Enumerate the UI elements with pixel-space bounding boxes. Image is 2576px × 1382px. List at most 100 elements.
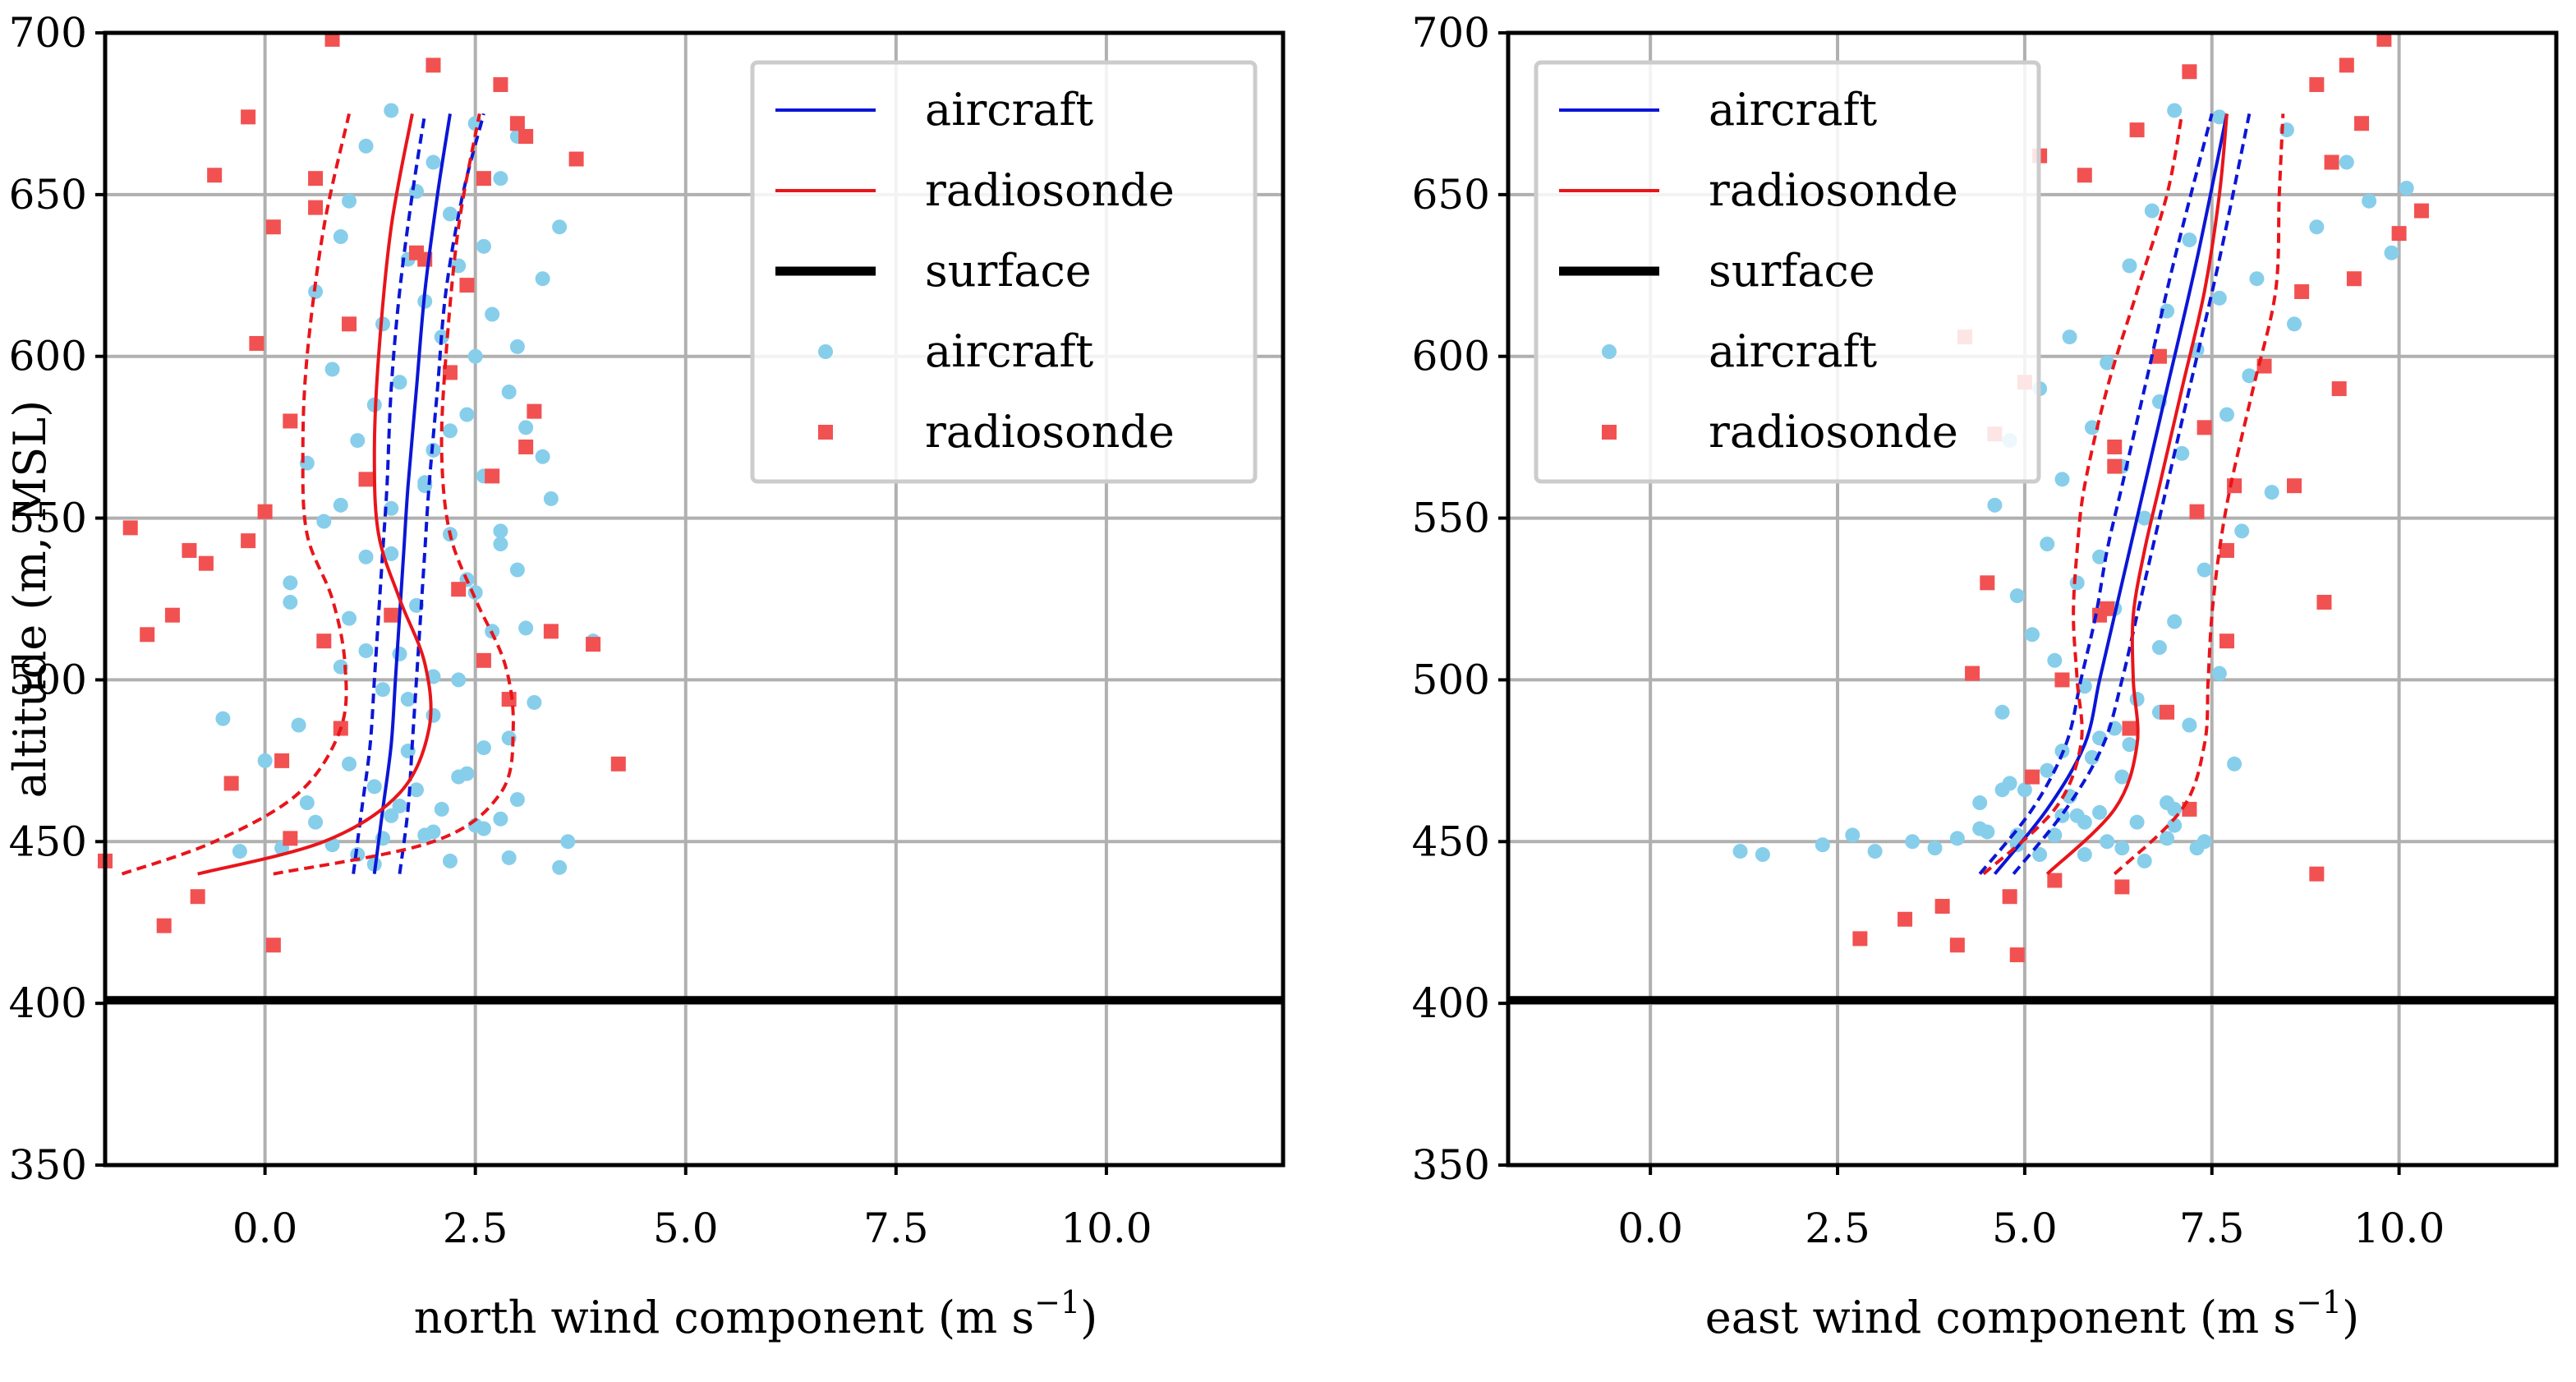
aircraft-point: [2339, 154, 2354, 170]
radiosonde-point: [190, 889, 205, 905]
y-tick-label: 400: [1412, 979, 1490, 1027]
radiosonde-point: [241, 533, 256, 549]
aircraft-point: [291, 717, 306, 733]
aircraft-point: [493, 811, 508, 827]
aircraft-point: [509, 339, 525, 354]
aircraft-point: [384, 500, 399, 516]
radiosonde-point: [2354, 116, 2370, 131]
radiosonde-point: [342, 316, 357, 332]
aircraft-fit-dashed-line: [2012, 113, 2252, 875]
radiosonde-point: [2122, 721, 2137, 736]
aircraft-point: [451, 769, 467, 785]
legend-swatch-square: [818, 425, 833, 440]
aircraft-point: [476, 740, 491, 756]
fit-curves: [1978, 113, 2285, 876]
aircraft-point: [2160, 831, 2175, 846]
radiosonde-point: [283, 413, 298, 429]
aircraft-point: [442, 853, 458, 868]
aircraft-point: [324, 362, 340, 377]
radiosonde-point: [265, 937, 281, 953]
y-tick-label: 550: [9, 495, 87, 542]
x-tick-labels: 0.0 2.5 5.0 7.5 10.0: [232, 1205, 1152, 1252]
radiosonde-point: [164, 607, 180, 623]
aircraft-point: [366, 779, 382, 795]
aircraft-point: [2249, 271, 2265, 287]
aircraft-point: [2167, 801, 2183, 817]
y-tick-label: 650: [1412, 171, 1490, 219]
y-tick-label: 350: [9, 1141, 87, 1189]
aircraft-point: [308, 814, 324, 830]
aircraft-point: [2100, 355, 2115, 371]
aircraft-point: [560, 834, 576, 850]
aircraft-point: [342, 756, 357, 772]
aircraft-point: [257, 753, 273, 768]
y-tick-label: 700: [1412, 9, 1490, 57]
radiosonde-point: [2047, 873, 2063, 888]
radiosonde-point: [283, 831, 298, 846]
x-axis-label-close: ): [2342, 1292, 2359, 1343]
aircraft-point: [2040, 537, 2055, 552]
radiosonde-point: [2287, 478, 2302, 494]
aircraft-point: [2144, 203, 2160, 219]
aircraft-point: [1987, 497, 2003, 513]
radiosonde-point: [586, 637, 601, 652]
aircraft-point: [392, 798, 407, 813]
radiosonde-point: [249, 335, 264, 351]
aircraft-point: [2309, 219, 2325, 235]
aircraft-point: [2077, 814, 2092, 830]
aircraft-fit-dashed-line: [398, 113, 485, 874]
radiosonde-point: [241, 109, 256, 125]
radiosonde-point: [2331, 381, 2347, 397]
x-tick-label: 7.5: [863, 1205, 929, 1252]
aircraft-point: [2182, 232, 2197, 247]
aircraft-point: [552, 219, 568, 235]
radiosonde-point: [2160, 704, 2175, 720]
aircraft-point: [2362, 193, 2377, 209]
radiosonde-point: [316, 633, 332, 649]
aircraft-point: [2137, 853, 2152, 868]
aircraft-fit-solid-line: [372, 113, 452, 874]
radiosonde-point: [1949, 937, 1965, 953]
radiosonde-point: [568, 151, 584, 167]
aircraft-point: [2009, 588, 2025, 604]
aircraft-point: [375, 682, 391, 698]
aircraft-point: [2047, 827, 2063, 843]
axes-box: [1506, 30, 2559, 1168]
radiosonde-point: [182, 542, 197, 558]
legend: aircraft radiosonde surface aircraft radioso…: [1534, 60, 2041, 484]
radiosonde-point: [518, 439, 534, 454]
aircraft-point: [467, 348, 483, 364]
aircraft-point: [342, 193, 357, 209]
aircraft-point: [493, 171, 508, 187]
aircraft-point: [2234, 523, 2250, 539]
y-tick-label: 700: [9, 9, 87, 57]
aircraft-point: [2182, 717, 2197, 733]
chart-panel-right: 0.0 2.5 5.0 7.5 10.0 350 400 450 500 550 600 650 70…: [1412, 9, 2559, 1343]
radiosonde-point: [2002, 889, 2017, 905]
legend: aircraft radiosonde surface aircraft radioso…: [750, 60, 1258, 484]
x-tick-label: 2.5: [443, 1205, 508, 1252]
x-tick-label: 5.0: [1992, 1205, 2058, 1252]
radiosonde-point: [257, 504, 273, 519]
aircraft-point: [316, 514, 332, 529]
aircraft-point: [299, 795, 315, 811]
radiosonde-point: [1980, 575, 1995, 591]
radiosonde-point: [2346, 271, 2362, 287]
radiosonde-point: [324, 31, 340, 47]
aircraft-point: [1755, 847, 1770, 863]
aircraft-point: [2047, 652, 2063, 668]
radiosonde-point: [1934, 899, 1950, 914]
y-tick-label: 600: [9, 333, 87, 380]
x-axis-label-close: ): [1080, 1292, 1097, 1343]
aircraft-point: [342, 610, 357, 626]
radiosonde-point: [476, 171, 491, 187]
radiosonde-point: [2316, 594, 2332, 610]
aircraft-point: [2211, 666, 2227, 681]
radiosonde-point: [1965, 666, 1980, 681]
y-tick-label: 650: [9, 171, 87, 219]
radiosonde-point: [518, 128, 534, 144]
aircraft-point: [1972, 795, 1988, 811]
axes-frame: [1498, 30, 2559, 1175]
y-tick-label: 550: [1412, 495, 1490, 542]
aircraft-point: [2092, 804, 2108, 820]
